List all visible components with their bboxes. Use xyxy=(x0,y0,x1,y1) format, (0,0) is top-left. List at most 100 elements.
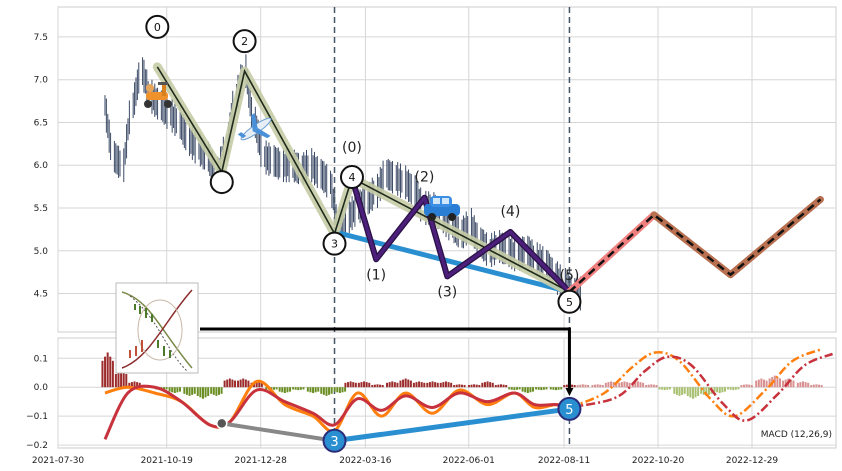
primary-wave-labels: 0 2 3 4 5 xyxy=(145,14,582,314)
price-y-tick-label: 5.5 xyxy=(34,204,48,214)
secondary-wave-line xyxy=(350,177,571,294)
histogram-bar xyxy=(320,387,323,394)
histogram-bar xyxy=(314,387,317,393)
macd-y-axis: −0.2 −0.1 0.0 0.1 xyxy=(26,354,48,451)
histogram-bar xyxy=(599,384,602,388)
price-y-tick-label: 6.5 xyxy=(34,118,48,128)
histogram-bar xyxy=(663,387,666,391)
divergence-marker xyxy=(557,396,582,421)
airplane-icon xyxy=(237,112,272,141)
histogram-bar xyxy=(510,387,513,390)
histogram-bar xyxy=(409,380,412,388)
histogram-bar xyxy=(502,384,505,388)
histogram-bar xyxy=(513,387,516,391)
histogram-bar xyxy=(618,382,621,388)
histogram-bar xyxy=(661,387,664,390)
price-y-tick-label: 7.0 xyxy=(34,76,49,86)
histogram-bar xyxy=(415,382,418,388)
macd-projection xyxy=(568,348,834,422)
histogram-bar xyxy=(388,382,391,388)
inset-curve-b xyxy=(121,289,193,369)
histogram-bar xyxy=(412,382,415,388)
histogram-bar xyxy=(133,381,136,388)
histogram-bar xyxy=(402,379,405,388)
histogram-bar xyxy=(420,382,423,388)
histogram-bar xyxy=(762,379,765,388)
histogram-bar xyxy=(607,382,610,388)
histogram-bar xyxy=(655,385,658,388)
histogram-bar xyxy=(508,387,511,390)
histogram-bar xyxy=(426,382,429,388)
histogram-bar xyxy=(407,379,410,388)
histogram-bar xyxy=(223,380,226,388)
histogram-bar xyxy=(718,387,721,393)
signal-projection-line xyxy=(569,352,834,422)
secondary-wave-label: (4) xyxy=(500,204,520,220)
histogram-bar xyxy=(526,387,529,393)
panel-connector xyxy=(200,327,574,396)
histogram-bar xyxy=(317,387,320,392)
histogram-bar xyxy=(352,382,355,388)
histogram-bar xyxy=(191,387,194,395)
histogram-bar xyxy=(560,387,563,390)
macd-lines xyxy=(103,379,570,440)
histogram-bar xyxy=(460,384,463,388)
histogram-bar xyxy=(434,382,437,388)
histogram-bar xyxy=(231,379,234,388)
macd-y-tick-label: −0.2 xyxy=(26,441,48,451)
histogram-bar xyxy=(111,360,114,388)
histogram-bar xyxy=(634,382,637,388)
histogram-bar xyxy=(702,387,705,395)
primary-wave-label: 5 xyxy=(566,296,573,309)
primary-wave-marker xyxy=(232,29,257,54)
histogram-bar xyxy=(399,380,402,388)
histogram-bar xyxy=(136,382,139,388)
histogram-bar xyxy=(391,381,394,388)
histogram-bar xyxy=(234,380,237,388)
histogram-bar xyxy=(740,385,743,388)
price-y-tick-label: 7.5 xyxy=(34,33,48,43)
histogram-bar xyxy=(436,382,439,388)
primary-wave-marker xyxy=(322,231,347,256)
histogram-bar xyxy=(292,387,295,390)
histogram-bar xyxy=(381,385,384,388)
histogram-bar xyxy=(128,382,131,388)
histogram-bar xyxy=(729,387,732,390)
histogram-bar xyxy=(207,387,210,397)
histogram-bar xyxy=(802,381,805,388)
histogram-bar xyxy=(341,387,344,393)
histogram-bar xyxy=(325,387,328,396)
histogram-bar xyxy=(418,381,421,388)
divergence-start-dot xyxy=(216,417,228,430)
histogram-bar xyxy=(612,382,615,388)
histogram-bar xyxy=(106,352,109,388)
histogram-bar xyxy=(552,387,555,390)
histogram-bar xyxy=(563,385,566,388)
histogram-bar xyxy=(376,384,379,388)
histogram-bar xyxy=(478,385,481,388)
secondary-wave-label: (0) xyxy=(342,140,362,156)
histogram-bar xyxy=(615,382,618,388)
divergence-gray-line xyxy=(221,421,335,443)
histogram-bar xyxy=(363,381,366,388)
x-tick-label: 2022-06-01 xyxy=(443,456,495,466)
histogram-bar xyxy=(258,382,261,388)
histogram-bar xyxy=(804,382,807,388)
histogram-bar xyxy=(101,360,104,388)
histogram-bar xyxy=(467,385,470,388)
inset-thumbnail xyxy=(115,282,199,374)
histogram-bar xyxy=(386,382,389,388)
histogram-bar xyxy=(220,387,223,394)
histogram-bar xyxy=(396,382,399,388)
primary-wave-line xyxy=(156,66,570,293)
histogram-bar xyxy=(165,387,168,390)
histogram-bar xyxy=(721,387,724,393)
car-icon xyxy=(424,196,460,221)
x-tick-label: 2021-07-30 xyxy=(32,456,85,466)
histogram-bar xyxy=(792,380,795,388)
histogram-bar xyxy=(540,387,543,391)
histogram-bar xyxy=(455,384,458,388)
histogram-bar xyxy=(247,380,250,388)
histogram-bar xyxy=(691,387,694,399)
